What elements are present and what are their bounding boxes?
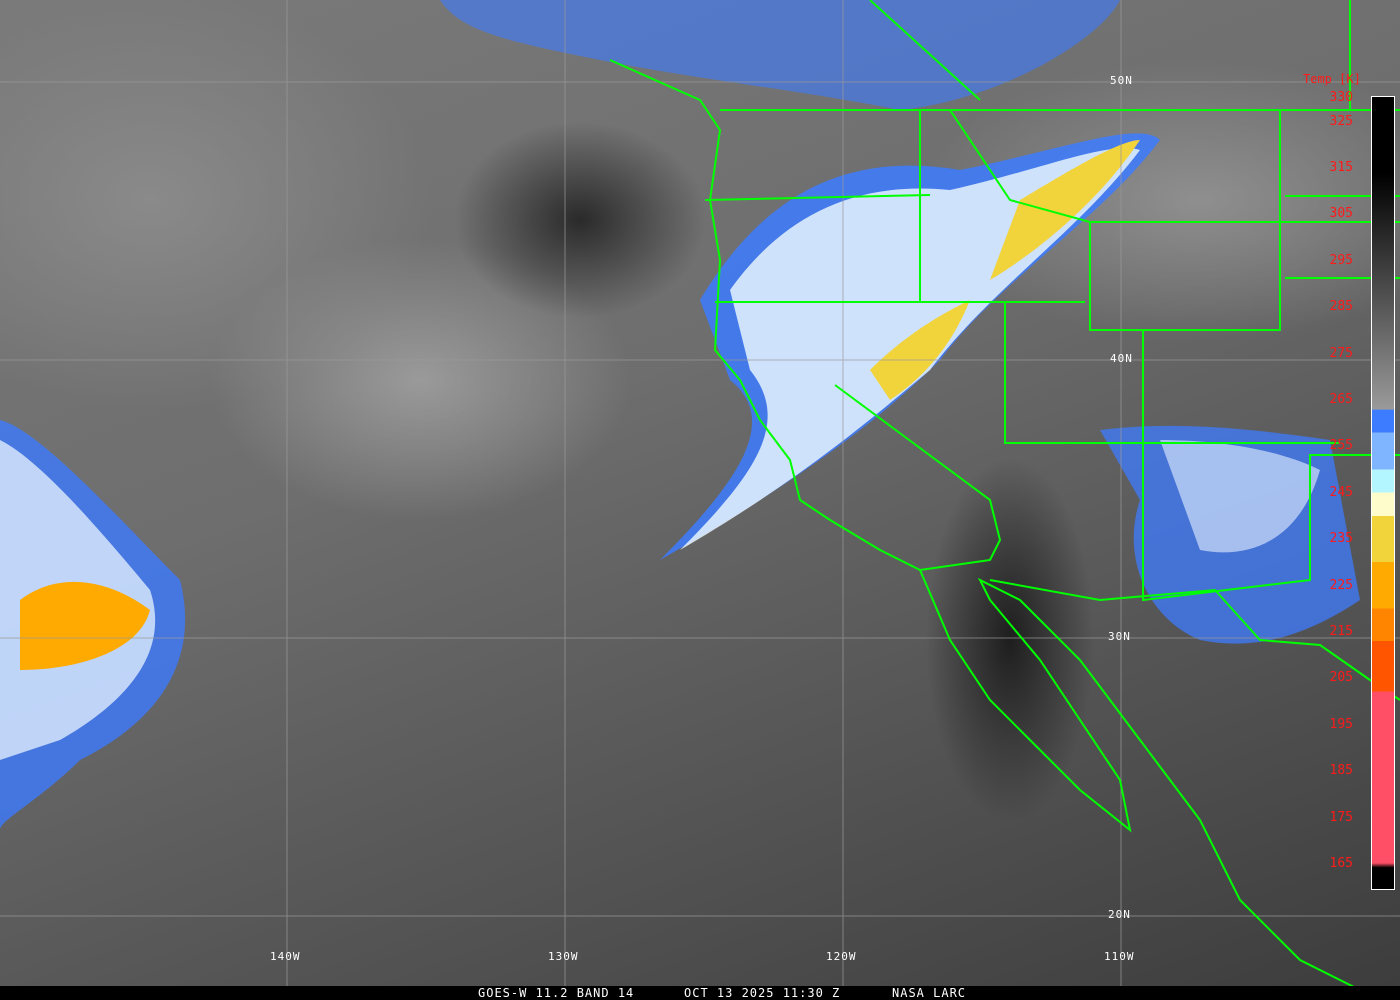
colorbar-tick-label: 205	[1329, 670, 1353, 686]
caption-datetime: OCT 13 2025 11:30 Z	[684, 986, 841, 1000]
lat-label-40n: 40N	[1110, 352, 1133, 365]
lon-label-120w: 120W	[826, 950, 857, 963]
colorbar-tick-label: 330	[1329, 90, 1353, 106]
lat-label-30n: 30N	[1108, 630, 1131, 643]
colorbar-tick-label: 195	[1329, 716, 1353, 732]
colorbar-tick-label: 245	[1329, 484, 1353, 500]
colorbar-tick-label: 315	[1329, 159, 1353, 175]
colorbar-tick-label: 185	[1329, 763, 1353, 779]
colorbar-tick-label: 325	[1329, 113, 1353, 129]
colorbar-tick-label: 215	[1329, 623, 1353, 639]
colorbar-tick-label: 225	[1329, 577, 1353, 593]
caption-satellite: GOES-W 11.2 BAND 14	[478, 986, 635, 1000]
colorbar-tick-label: 305	[1329, 206, 1353, 222]
image-caption: GOES-W 11.2 BAND 14 OCT 13 2025 11:30 Z …	[0, 986, 1400, 1000]
colorbar-title: Temp [K]	[1303, 72, 1361, 86]
lon-label-140w: 140W	[270, 950, 301, 963]
colorbar-tick-label: 165	[1329, 855, 1353, 871]
colorbar-tick-label: 285	[1329, 299, 1353, 315]
colorbar-tick-label: 175	[1329, 809, 1353, 825]
colorbar-tick-label: 255	[1329, 438, 1353, 454]
caption-source: NASA LARC	[892, 986, 967, 1000]
colorbar-tick-label: 275	[1329, 345, 1353, 361]
lon-label-110w: 110W	[1104, 950, 1135, 963]
colorbar-tick-label: 235	[1329, 531, 1353, 547]
lat-label-50n: 50N	[1110, 74, 1133, 87]
colorbar-tick-label: 265	[1329, 391, 1353, 407]
temperature-colorbar	[1371, 96, 1395, 890]
cloud-tops	[0, 0, 1360, 830]
colorbar-tick-label: 295	[1329, 252, 1353, 268]
lat-label-20n: 20N	[1108, 908, 1131, 921]
lon-label-130w: 130W	[548, 950, 579, 963]
